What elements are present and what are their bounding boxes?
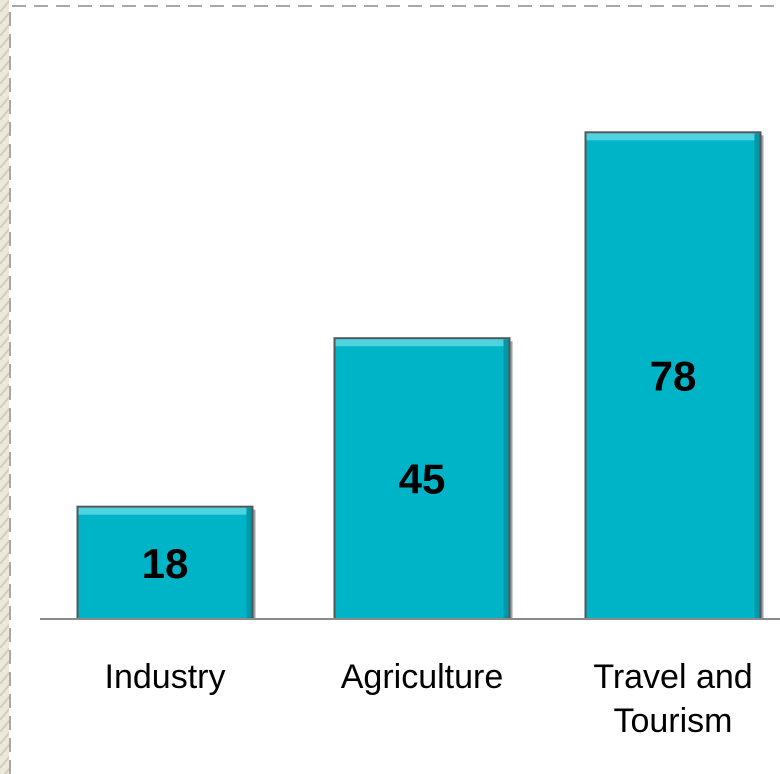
- bar-1: [76, 505, 256, 620]
- bar-side-bevel: [754, 133, 760, 618]
- bar-2: [333, 337, 513, 620]
- dashed-border: [9, 5, 780, 774]
- x-tick-label-3: Travel and Tourism: [593, 658, 752, 740]
- bar-side-bevel: [503, 339, 509, 618]
- bar-top-bevel: [586, 133, 760, 141]
- bar-body: [76, 505, 254, 620]
- bar-body: [333, 337, 511, 620]
- bars-layer: [76, 131, 764, 620]
- x-tick-label-1: Industry: [105, 658, 226, 696]
- labels-layer: 18 Industry 45 Agriculture 78 Travel and Touri…: [105, 353, 753, 740]
- bar-body: [584, 131, 762, 620]
- data-label-2: 45: [399, 456, 446, 503]
- bar-top-bevel: [335, 339, 509, 347]
- decorative-left-strip: [0, 0, 9, 774]
- bar-3: [584, 131, 764, 620]
- data-label-1: 18: [142, 540, 189, 587]
- x-tick-label-2: Agriculture: [341, 658, 504, 696]
- data-label-3: 78: [650, 353, 697, 400]
- bar-top-bevel: [78, 507, 252, 515]
- bar-side-bevel: [246, 507, 252, 618]
